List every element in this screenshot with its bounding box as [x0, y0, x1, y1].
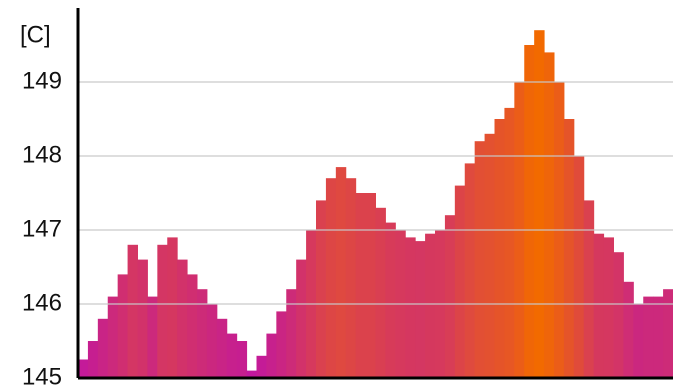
- bar: [266, 333, 277, 378]
- bar: [444, 215, 456, 378]
- bar: [276, 311, 287, 378]
- bar: [375, 207, 386, 378]
- y-tick-label: 148: [22, 141, 62, 168]
- bar: [87, 341, 99, 378]
- bar: [157, 244, 168, 378]
- bar: [177, 259, 188, 378]
- bar: [117, 274, 129, 378]
- bar: [425, 233, 436, 378]
- bar: [325, 178, 337, 378]
- bar: [583, 200, 595, 378]
- bar: [216, 318, 228, 378]
- bar: [167, 237, 178, 378]
- bar: [365, 193, 376, 378]
- bar: [504, 107, 515, 379]
- bar: [246, 370, 257, 378]
- bar: [335, 167, 347, 378]
- bar: [643, 296, 654, 378]
- bar: [524, 45, 535, 378]
- bar: [187, 274, 198, 378]
- bar: [137, 259, 148, 378]
- bar: [663, 289, 673, 378]
- bar: [226, 333, 238, 378]
- bar: [385, 222, 396, 378]
- bar: [355, 193, 367, 378]
- bar: [197, 289, 208, 378]
- bar: [97, 318, 109, 378]
- bar: [286, 289, 297, 378]
- bar: [603, 237, 614, 378]
- bar: [623, 281, 634, 378]
- bar: [296, 259, 307, 378]
- bar: [415, 241, 426, 378]
- y-tick-label: 145: [22, 363, 62, 385]
- bar: [454, 185, 466, 378]
- bar: [345, 178, 357, 378]
- y-axis-label: [C]: [20, 21, 51, 48]
- bar: [78, 359, 89, 378]
- bar: [653, 296, 664, 378]
- bar: [147, 296, 158, 378]
- bar: [484, 133, 495, 378]
- bar: [405, 237, 416, 378]
- bar: [593, 233, 605, 378]
- bar: [613, 252, 624, 378]
- bar: [544, 52, 555, 379]
- bar: [573, 156, 585, 378]
- bar: [316, 200, 327, 378]
- bar: [474, 141, 486, 378]
- y-tick-label: 149: [22, 67, 62, 94]
- bar: [494, 119, 505, 378]
- bar: [236, 341, 248, 378]
- bar: [534, 30, 545, 378]
- bar: [107, 296, 119, 378]
- y-tick-label: 147: [22, 215, 62, 242]
- bar: [464, 163, 476, 378]
- bar: [127, 244, 138, 378]
- bar: [256, 355, 267, 378]
- bar: [206, 304, 218, 378]
- bar: [563, 119, 575, 378]
- bar: [633, 304, 644, 378]
- y-tick-label: 146: [22, 289, 62, 316]
